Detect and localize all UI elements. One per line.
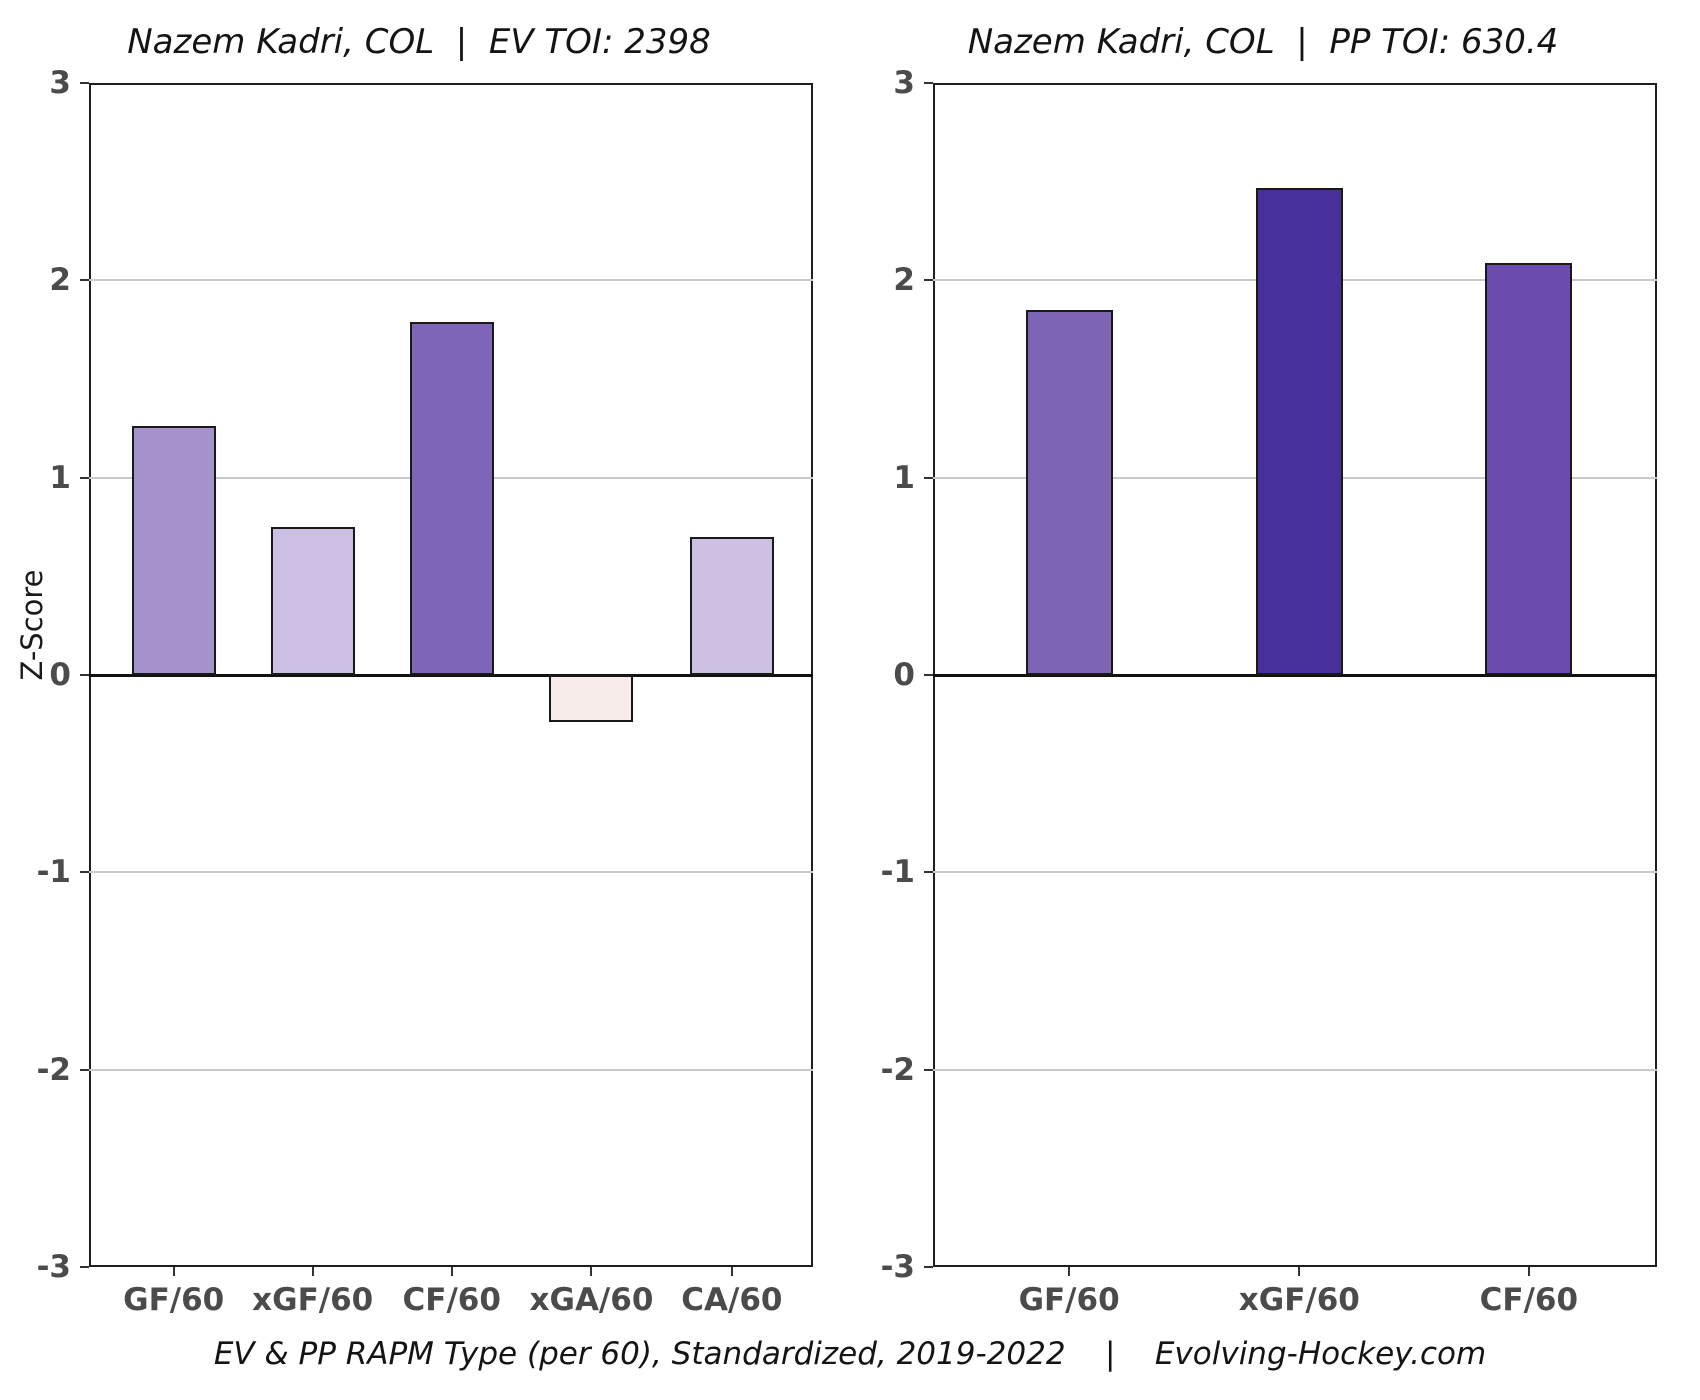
y-tick-mark — [924, 476, 933, 479]
x-tick-mark — [1527, 1267, 1530, 1276]
y-tick-mark — [80, 279, 89, 282]
x-tick-label: xGF/60 — [252, 1282, 374, 1318]
x-tick-mark — [1298, 1267, 1301, 1276]
grid-line — [89, 871, 813, 874]
x-tick-label: GF/60 — [123, 1282, 225, 1318]
y-tick-label: -3 — [36, 1249, 71, 1285]
bar-xga-60 — [549, 675, 634, 723]
bar-gf-60 — [131, 426, 216, 675]
grid-line — [933, 871, 1657, 874]
bar-xgf-60 — [1255, 187, 1343, 675]
y-tick-label: 1 — [893, 459, 915, 496]
y-tick-label: -3 — [880, 1249, 915, 1285]
x-tick-mark — [590, 1267, 593, 1276]
x-tick-mark — [450, 1267, 453, 1276]
bar-ca-60 — [689, 536, 774, 675]
y-tick-mark — [924, 279, 933, 282]
y-tick-label: -2 — [36, 1051, 71, 1088]
y-tick-label: 2 — [49, 262, 71, 299]
chart-title-ev: Nazem Kadri, COL | EV TOI: 2398 — [127, 22, 711, 62]
bar-cf-60 — [1485, 262, 1573, 675]
y-tick-label: 0 — [893, 657, 915, 693]
y-tick-mark — [924, 1266, 933, 1268]
x-tick-label: xGA/60 — [529, 1282, 654, 1318]
bar-xgf-60 — [270, 527, 355, 675]
x-tick-mark — [311, 1267, 314, 1276]
y-tick-mark — [80, 1068, 89, 1071]
y-tick-label: -1 — [36, 854, 71, 891]
y-tick-mark — [80, 1266, 89, 1268]
y-tick-mark — [924, 1068, 933, 1071]
x-tick-mark — [172, 1267, 175, 1276]
x-tick-label: GF/60 — [1018, 1282, 1120, 1318]
y-tick-label: -2 — [880, 1051, 915, 1088]
grid-line — [89, 1068, 813, 1071]
y-tick-mark — [80, 674, 89, 676]
grid-line — [933, 1068, 1657, 1071]
y-tick-mark — [80, 476, 89, 479]
y-tick-label: 0 — [49, 657, 71, 693]
y-tick-mark — [924, 871, 933, 874]
y-tick-mark — [80, 82, 89, 84]
y-tick-label: 3 — [49, 65, 71, 101]
x-tick-label: CF/60 — [1479, 1282, 1579, 1318]
y-tick-mark — [80, 871, 89, 874]
x-tick-label: CF/60 — [402, 1282, 501, 1318]
x-tick-mark — [730, 1267, 733, 1276]
zero-line — [89, 673, 813, 677]
x-tick-mark — [1068, 1267, 1071, 1276]
zero-line — [933, 673, 1657, 677]
chart-title-pp: Nazem Kadri, COL | PP TOI: 630.4 — [967, 22, 1559, 62]
y-tick-mark — [924, 674, 933, 676]
x-tick-label: xGF/60 — [1238, 1282, 1360, 1318]
bar-cf-60 — [409, 321, 494, 675]
y-tick-label: -1 — [880, 854, 915, 891]
x-tick-label: CA/60 — [681, 1282, 783, 1318]
y-tick-mark — [924, 82, 933, 84]
bar-gf-60 — [1025, 309, 1113, 675]
grid-line — [89, 279, 813, 282]
caption: EV & PP RAPM Type (per 60), Standardized… — [213, 1336, 1487, 1372]
y-tick-label: 3 — [893, 65, 915, 101]
y-tick-label: 1 — [49, 459, 71, 496]
y-tick-label: 2 — [893, 262, 915, 299]
